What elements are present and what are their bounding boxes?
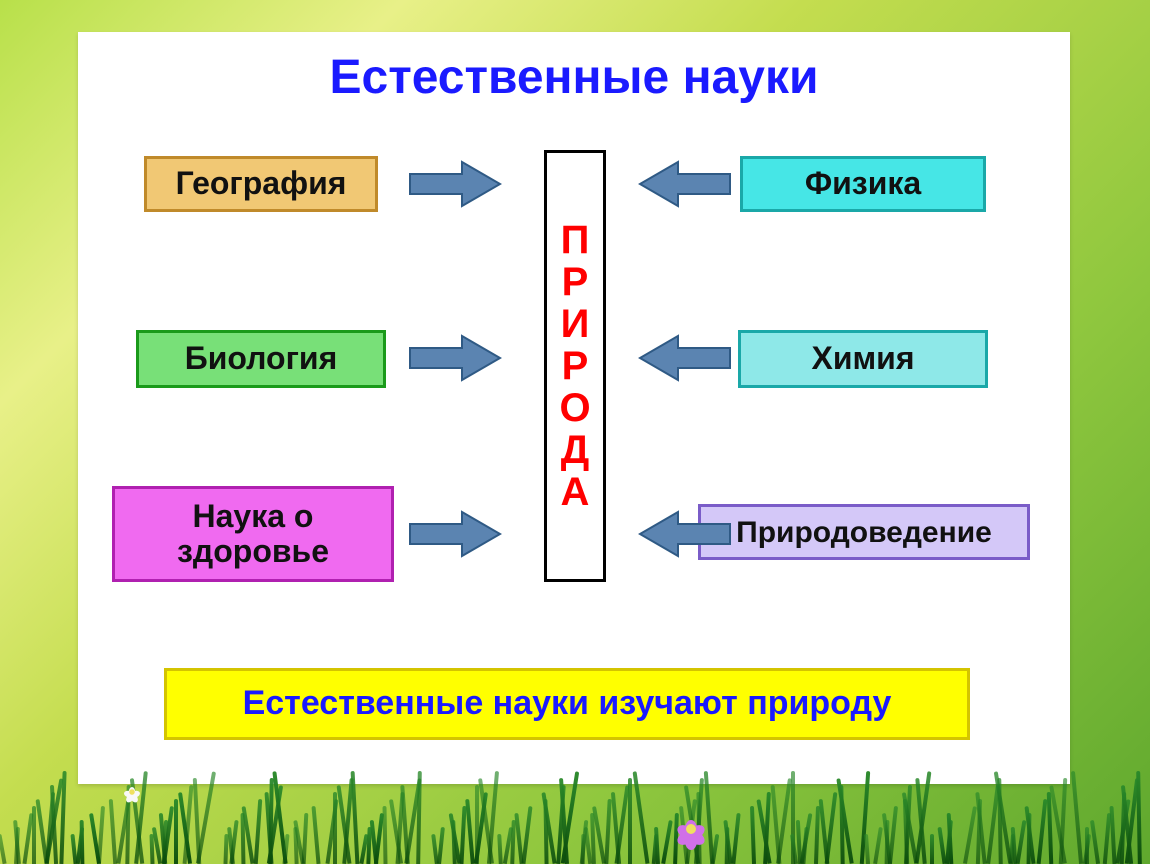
box-biology: Биология xyxy=(136,330,386,388)
center-column-char: О xyxy=(559,387,590,429)
flower-icon-small xyxy=(123,783,142,802)
center-column-char: П xyxy=(561,219,590,261)
background: Естественные науки ПРИРОДА География Био… xyxy=(0,0,1150,864)
arrow-left-icon xyxy=(638,160,732,208)
flower-icon xyxy=(674,812,708,846)
footer-box: Естественные науки изучают природу xyxy=(164,668,970,740)
center-column-char: А xyxy=(561,471,590,513)
slide-panel: Естественные науки ПРИРОДА География Био… xyxy=(78,32,1070,784)
arrow-right-icon xyxy=(408,510,502,558)
arrow-right-icon xyxy=(408,160,502,208)
box-nature-study: Природоведение xyxy=(698,504,1030,560)
title: Естественные науки xyxy=(78,50,1070,105)
box-physics: Физика xyxy=(740,156,986,212)
arrow-left-icon xyxy=(638,334,732,382)
box-chemistry: Химия xyxy=(738,330,988,388)
center-column-char: И xyxy=(561,303,590,345)
center-column-char: Р xyxy=(562,261,589,303)
center-column-nature: ПРИРОДА xyxy=(544,150,606,582)
center-column-char: Р xyxy=(562,345,589,387)
arrow-right-icon xyxy=(408,334,502,382)
center-column-char: Д xyxy=(561,429,590,471)
arrow-left-icon xyxy=(638,510,732,558)
box-health: Наука о здоровье xyxy=(112,486,394,582)
box-geography: География xyxy=(144,156,378,212)
